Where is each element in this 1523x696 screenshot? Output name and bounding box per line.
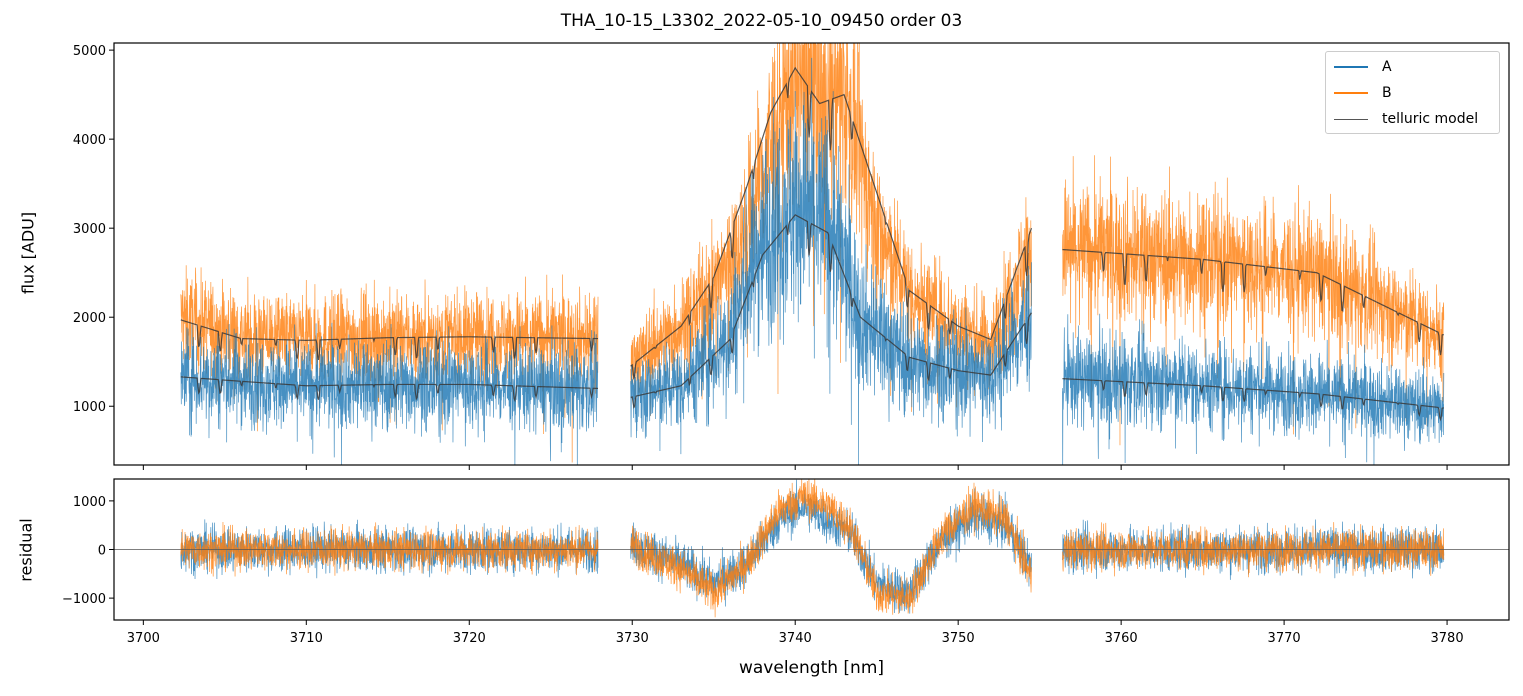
bottom-panel-data <box>114 479 1509 618</box>
legend-swatch-a <box>1334 66 1368 68</box>
series-b-flux-segment-2 <box>630 43 1032 417</box>
telluric-model-a-segment-1 <box>180 376 599 403</box>
series-b-flux-segment-1 <box>180 265 599 463</box>
xtick-label: 3780 <box>1431 631 1464 646</box>
xtick-label: 3710 <box>290 631 323 646</box>
telluric-model-b-segment-2 <box>630 66 1033 381</box>
top-ytick-label: 5000 <box>73 44 106 59</box>
xtick-label: 3770 <box>1268 631 1301 646</box>
xtick-label: 3740 <box>779 631 812 646</box>
x-axis-label: wavelength [nm] <box>738 658 885 678</box>
legend-item-b: B <box>1334 83 1392 103</box>
y-axis-label-flux: flux [ADU] <box>18 211 38 295</box>
y-axis-label-residual: residual <box>16 518 36 582</box>
series-a-flux-segment-2 <box>630 57 1032 465</box>
ticks: 1000 2000 3000 4000 5000 −1000 0 1000 3700 3710 37… <box>62 44 1464 646</box>
top-ytick-label: 4000 <box>73 133 106 148</box>
legend-label-a: A <box>1382 59 1392 75</box>
xtick-label: 3750 <box>942 631 975 646</box>
residual-b-segment-3 <box>1062 522 1445 578</box>
legend-item-a: A <box>1334 57 1392 77</box>
xtick-label: 3700 <box>127 631 160 646</box>
bottom-ytick-label: −1000 <box>62 592 106 607</box>
top-ytick-label: 3000 <box>73 222 106 237</box>
telluric-model-b-segment-3 <box>1062 248 1445 356</box>
legend-item-model: telluric model <box>1334 109 1478 129</box>
telluric-model-b-segment-1 <box>180 319 599 361</box>
chart-title: THA_10-15_L3302_2022-05-10_09450 order 0… <box>560 11 963 31</box>
legend-swatch-model <box>1334 118 1368 120</box>
xtick-label: 3730 <box>616 631 649 646</box>
top-axes-frame <box>113 42 1510 466</box>
telluric-model-a-segment-3 <box>1062 378 1444 422</box>
bottom-ytick-label: 1000 <box>73 495 106 510</box>
top-ytick-label: 1000 <box>73 400 106 415</box>
xtick-label: 3760 <box>1105 631 1138 646</box>
residual-a-segment-3 <box>1062 519 1445 580</box>
xtick-label: 3720 <box>453 631 486 646</box>
bottom-ytick-label: 0 <box>98 544 106 559</box>
residual-b-segment-2 <box>630 479 1032 618</box>
legend-swatch-b <box>1334 92 1368 94</box>
legend-label-model: telluric model <box>1382 111 1479 127</box>
series-a-flux-segment-3 <box>1062 313 1445 465</box>
legend-label-b: B <box>1382 85 1392 101</box>
residual-b-segment-1 <box>180 522 599 577</box>
top-ytick-label: 2000 <box>73 311 106 326</box>
telluric-model-a-segment-2 <box>630 214 1033 409</box>
legend: A B telluric model <box>1325 51 1500 134</box>
top-panel-data <box>180 43 1445 465</box>
